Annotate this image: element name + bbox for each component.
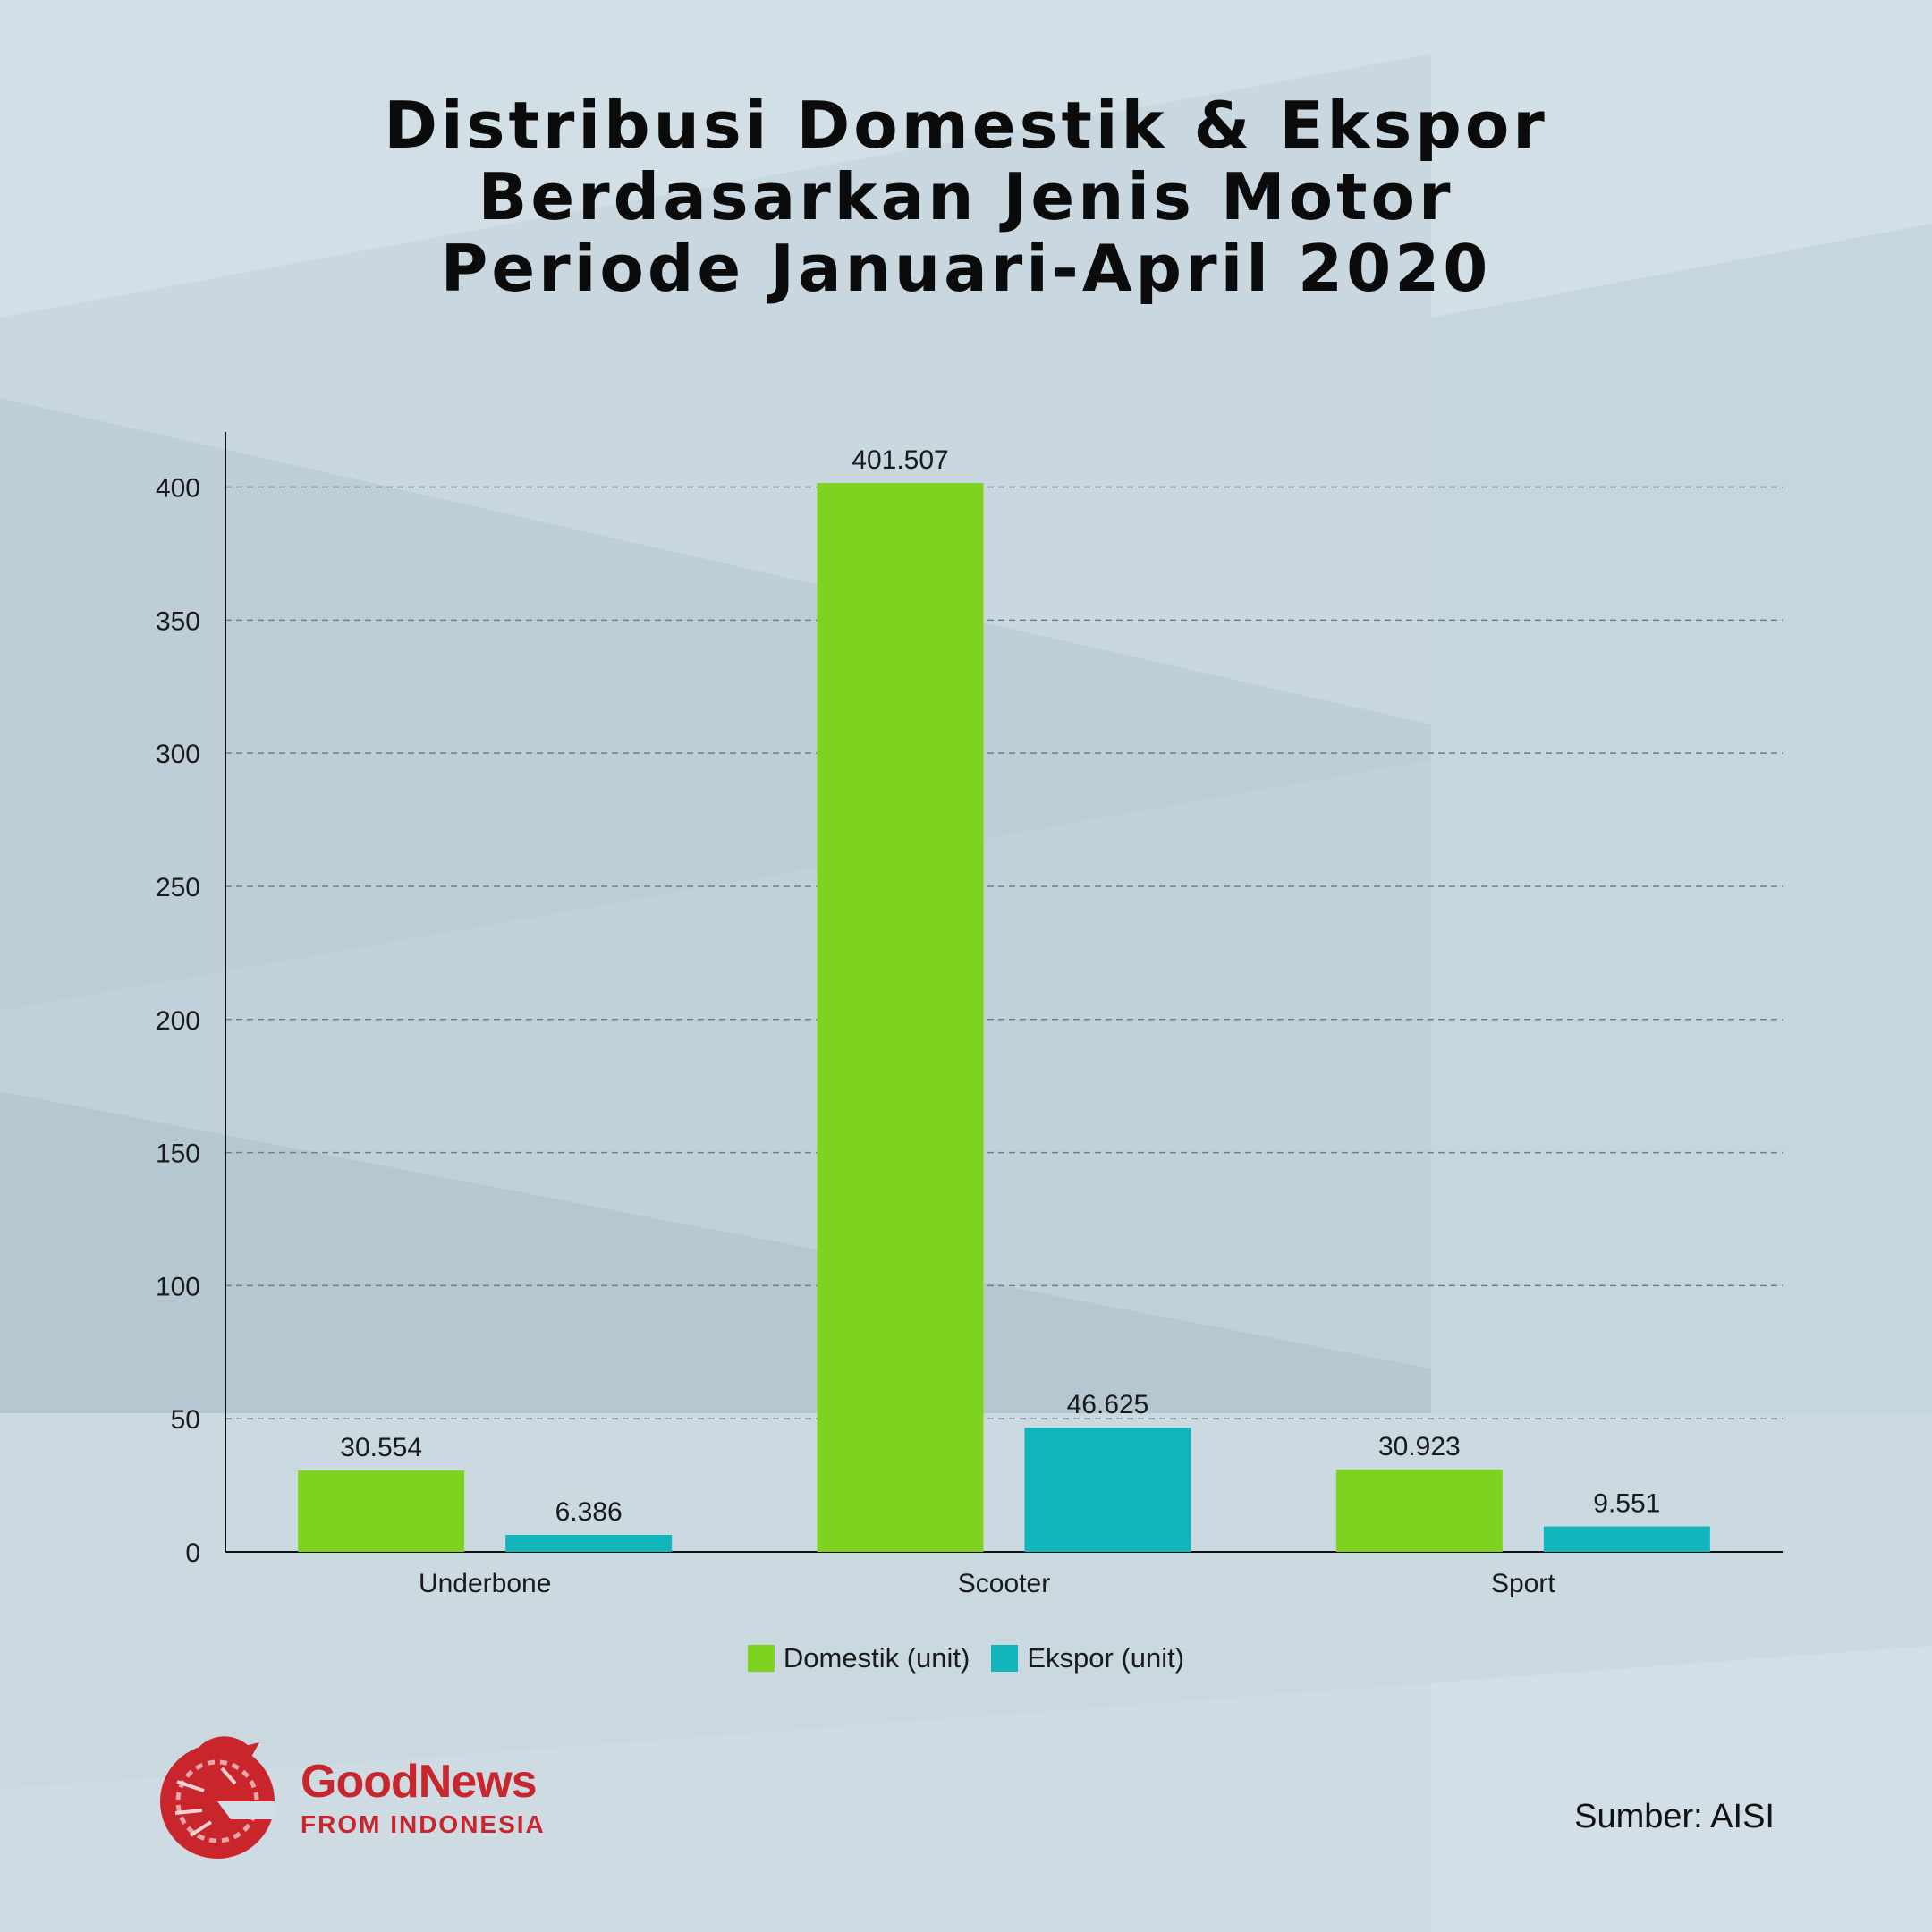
data-label: 46.625: [1067, 1390, 1149, 1419]
x-tick-label: Sport: [1491, 1569, 1555, 1598]
data-label: 9.551: [1593, 1489, 1660, 1519]
y-tick-label: 150: [156, 1140, 200, 1169]
bar-domestik: [1335, 1469, 1503, 1552]
data-label: 30.923: [1378, 1432, 1461, 1462]
legend-label-ekspor: Ekspor (unit): [1027, 1642, 1185, 1674]
data-label: 30.554: [340, 1433, 422, 1462]
logo-subtitle: FROM INDONESIA: [301, 1810, 546, 1838]
chart-title: Distribusi Domestik & Ekspor Berdasarkan…: [0, 89, 1932, 304]
y-tick-label: 400: [156, 474, 200, 504]
x-tick-label: Scooter: [958, 1569, 1050, 1598]
legend-item-domestik: Domestik (unit): [747, 1642, 970, 1674]
legend: Domestik (unit) Ekspor (unit): [0, 1642, 1932, 1674]
y-tick-label: 200: [156, 1006, 200, 1036]
legend-swatch-ekspor: [991, 1645, 1019, 1672]
legend-label-domestik: Domestik (unit): [783, 1642, 970, 1674]
title-line: Periode Januari-April 2020: [440, 231, 1492, 306]
title-line: Distribusi Domestik & Ekspor: [384, 88, 1548, 163]
data-label: 401.507: [852, 445, 948, 475]
logo-name: GoodNews: [301, 1756, 538, 1808]
y-tick-label: 300: [156, 740, 200, 769]
title-line: Berdasarkan Jenis Motor: [478, 159, 1454, 234]
y-tick-label: 250: [156, 873, 200, 902]
y-tick-label: 350: [156, 606, 200, 636]
source-note: Sumber: AISI: [1574, 1798, 1775, 1835]
bar-ekspor: [1543, 1526, 1710, 1552]
y-tick-label: 0: [185, 1538, 200, 1568]
bar-domestik: [298, 1470, 465, 1552]
bar-ekspor: [505, 1534, 673, 1552]
goodnews-logo: GoodNews FROM INDONESIA: [150, 1728, 571, 1862]
bar-domestik: [817, 483, 984, 1552]
garuda-logo-icon: [160, 1736, 275, 1859]
y-tick-label: 50: [171, 1405, 200, 1435]
bar-ekspor: [1024, 1428, 1191, 1552]
data-label: 6.386: [555, 1497, 623, 1527]
legend-item-ekspor: Ekspor (unit): [991, 1642, 1184, 1674]
legend-swatch-domestik: [747, 1645, 775, 1672]
x-tick-label: Underbone: [419, 1569, 551, 1598]
y-tick-label: 100: [156, 1272, 200, 1301]
